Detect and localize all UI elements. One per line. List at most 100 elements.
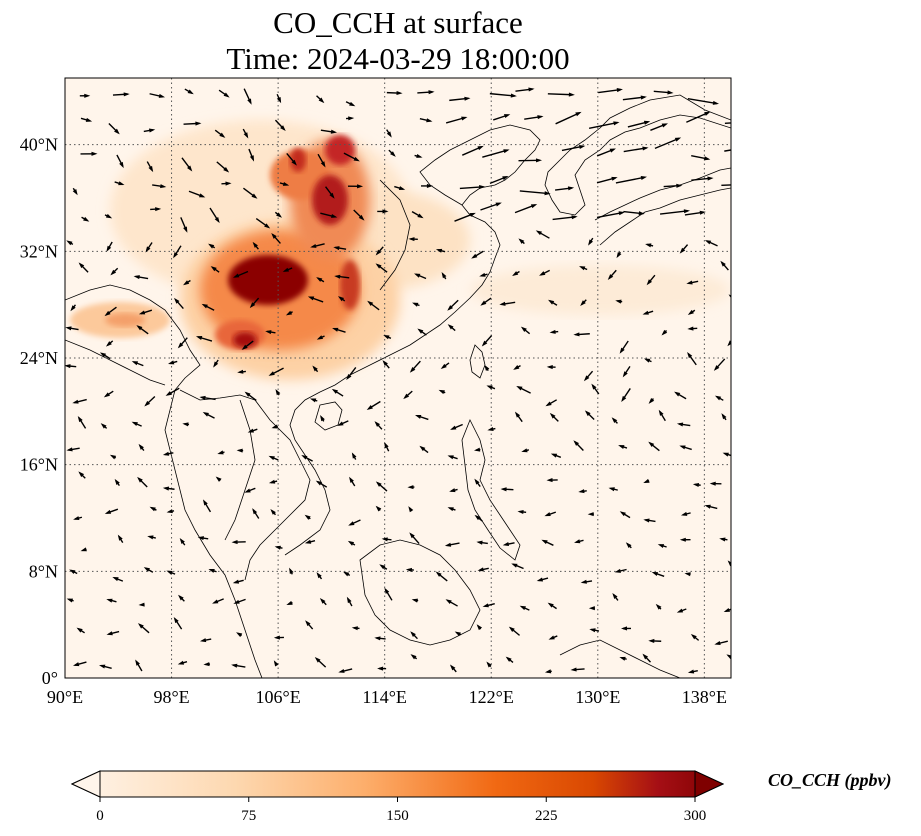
wind-arrow [659, 209, 690, 215]
gridlines [65, 78, 731, 678]
wind-arrow [596, 176, 618, 184]
wind-arrow [555, 111, 582, 125]
wind-arrow [521, 448, 530, 453]
wind-arrow [104, 213, 113, 219]
wind-arrow [646, 274, 656, 286]
wind-arrow [375, 481, 388, 492]
wind-arrow [232, 579, 244, 584]
wind-arrow [304, 514, 311, 520]
wind-arrow [676, 422, 691, 427]
wind-arrow [108, 123, 120, 135]
wind-arrow [182, 422, 190, 427]
wind-arrow [381, 537, 392, 542]
wind-arrow [173, 616, 183, 630]
wind-arrow [199, 638, 212, 643]
colorbar: 0 75 150 225 300 [70, 770, 725, 824]
wind-arrow [547, 602, 557, 610]
lat-tick-label: 16°N [20, 455, 58, 475]
wind-arrow [419, 445, 429, 454]
longitude-labels: 90°E 98°E 106°E 114°E 122°E 130°E 138°E [47, 687, 727, 707]
wind-arrow [231, 663, 246, 668]
wind-arrow [316, 95, 325, 104]
wind-arrow [231, 539, 246, 545]
wind-arrow [684, 572, 691, 577]
wind-arrow [103, 390, 114, 398]
wind-arrow [546, 365, 556, 370]
wind-arrow [435, 571, 448, 582]
wind-arrow [131, 361, 144, 367]
wind-arrow [112, 92, 130, 97]
wind-arrow [713, 358, 726, 371]
wind-arrow [653, 90, 674, 95]
wind-arrow [607, 269, 617, 280]
wind-arrow [255, 217, 271, 229]
wind-arrow [197, 536, 209, 541]
wind-arrow [482, 603, 495, 608]
wind-arrow [106, 241, 113, 252]
wind-arrow [444, 542, 460, 547]
lat-tick-label: 40°N [20, 135, 58, 155]
wind-arrow [505, 656, 514, 663]
wind-arrow [386, 90, 403, 96]
wind-arrow [596, 211, 625, 219]
wind-arrow [236, 632, 243, 638]
wind-arrow [133, 275, 149, 280]
wind-arrow [574, 539, 584, 544]
wind-arrow [720, 260, 729, 271]
wind-arrow [166, 509, 175, 514]
colorbar-ramp [70, 770, 725, 798]
wind-arrow [384, 441, 390, 452]
wind-arrow [415, 414, 429, 421]
wind-arrow [515, 87, 535, 92]
wind-arrow [724, 149, 731, 152]
wind-arrow [730, 216, 731, 218]
wind-arrow [247, 428, 258, 433]
wind-arrow [679, 244, 689, 254]
wind-arrow [686, 111, 711, 123]
wind-arrow [445, 599, 458, 607]
wind-arrow [337, 296, 346, 302]
wind-arrow [143, 128, 156, 133]
wind-arrow [674, 391, 687, 400]
wind-arrow [591, 383, 600, 395]
wind-arrow [66, 598, 74, 603]
wind-arrow [514, 204, 538, 214]
wind-arrow [265, 330, 276, 335]
wind-arrow [162, 451, 174, 456]
wind-arrow [454, 631, 462, 637]
wind-arrow [289, 567, 294, 575]
wind-arrow [479, 272, 488, 277]
wind-arrow [338, 668, 353, 673]
wind-arrow [138, 443, 145, 451]
colorbar-label: CO_CCH (ppbv) [768, 770, 892, 790]
wind-arrow [315, 480, 328, 488]
wind-arrow [519, 605, 530, 611]
wind-arrow [714, 395, 724, 401]
wind-arrow [285, 310, 293, 316]
wind-arrow [221, 181, 232, 186]
wind-arrow [655, 603, 662, 610]
wind-arrow [449, 664, 457, 673]
wind-arrow [273, 635, 284, 640]
wind-arrow [279, 181, 290, 186]
wind-arrow [343, 571, 351, 577]
wind-arrow [333, 246, 347, 251]
wind-arrow [332, 327, 346, 333]
wind-arrow [345, 101, 356, 107]
wind-arrow [438, 389, 446, 395]
wind-arrow [520, 326, 531, 335]
wind-arrow [271, 232, 281, 244]
wind-arrow [137, 623, 150, 634]
wind-arrow [518, 238, 525, 245]
wind-arrow [309, 398, 318, 403]
wind-arrow [188, 190, 206, 198]
wind-arrow [138, 602, 145, 607]
wind-arrow [72, 398, 87, 404]
wind-arrow [622, 366, 631, 378]
wind-arrow [447, 455, 458, 460]
wind-arrow [461, 145, 484, 156]
wind-arrow [147, 535, 156, 540]
wind-arrow [648, 398, 655, 404]
wind-arrow [131, 421, 142, 427]
